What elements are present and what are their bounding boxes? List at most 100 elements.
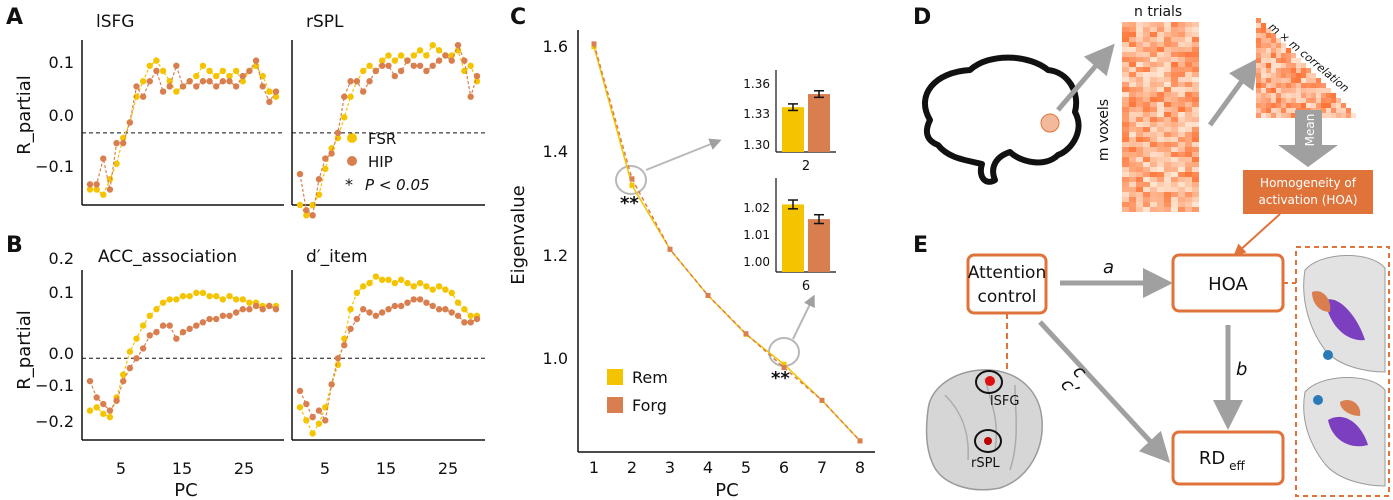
- corr-matrix-cell: [1271, 68, 1276, 73]
- facet-3-point-hip: [423, 299, 430, 306]
- facet-0-point-hip: [266, 98, 273, 106]
- corr-matrix-cell: [1276, 93, 1281, 98]
- trial-matrix-cell: [1192, 147, 1199, 152]
- corr-matrix-cell: [1261, 33, 1266, 38]
- facet-1-point-hip: [315, 176, 323, 183]
- facet-3-point-fsr: [423, 283, 430, 290]
- trial-matrix-cell: [1178, 87, 1185, 92]
- corr-matrix-cell: [1261, 83, 1266, 88]
- inset2-xlabel: 6: [802, 279, 810, 294]
- trial-matrix-cell: [1178, 147, 1185, 152]
- corr-matrix-cell: [1256, 113, 1261, 118]
- corr-matrix-cell: [1271, 103, 1276, 108]
- trial-matrix-cell: [1136, 162, 1143, 167]
- facet-1-point-hip: [296, 170, 304, 178]
- trial-matrix-cell: [1143, 122, 1150, 127]
- facet-3-point-fsr: [353, 289, 361, 297]
- corr-matrix-cell: [1296, 73, 1301, 78]
- trial-matrix-cell: [1136, 147, 1143, 152]
- facet-1-point-hip: [334, 129, 342, 137]
- facet-3-point-fsr: [391, 279, 399, 287]
- corr-matrix-cell: [1291, 63, 1296, 68]
- corr-matrix-cell: [1301, 78, 1306, 83]
- facet-3-point-hip: [341, 341, 348, 349]
- trial-matrix-cell: [1192, 97, 1199, 102]
- trial-matrix-cell: [1122, 112, 1129, 117]
- corr-matrix-cell: [1301, 68, 1306, 73]
- legend-rem-swatch: [607, 369, 623, 385]
- corr-matrix-cell: [1296, 98, 1301, 103]
- facet-2-point-hip: [266, 302, 273, 310]
- trial-matrix-cell: [1129, 57, 1136, 62]
- trial-matrix-cell: [1157, 182, 1164, 187]
- trial-matrix-cell: [1129, 207, 1136, 212]
- trial-matrix-cell: [1157, 37, 1164, 42]
- trial-matrix-cell: [1157, 47, 1164, 52]
- facet-2-point-hip: [179, 328, 187, 336]
- facet-2-point-fsr: [219, 296, 227, 303]
- blue-cluster-lower: [1313, 395, 1323, 405]
- corr-matrix-cell: [1291, 83, 1296, 88]
- trial-matrix-cell: [1185, 52, 1192, 57]
- inset1-xlabel: 2: [802, 159, 810, 174]
- trial-matrix-cell: [1143, 32, 1150, 37]
- trial-matrix-cell: [1122, 137, 1129, 142]
- facet-1-point-hip: [385, 62, 392, 69]
- facet-3-point-hip: [404, 299, 411, 306]
- trial-matrix-cell: [1171, 22, 1178, 27]
- trial-matrix-cell: [1136, 192, 1143, 197]
- facet-1-point-hip: [423, 67, 430, 75]
- trial-matrix-cell: [1192, 57, 1199, 62]
- c-point-forg: [705, 292, 711, 298]
- trial-matrix-cell: [1185, 207, 1192, 212]
- trial-matrix-cell: [1136, 207, 1143, 212]
- inset2-bar-forg: [808, 219, 830, 272]
- trial-matrix-cell: [1122, 47, 1129, 52]
- trial-matrix-cell: [1143, 87, 1150, 92]
- trial-matrix-cell: [1178, 112, 1185, 117]
- corr-matrix-cell: [1281, 98, 1286, 103]
- facet-0-point-fsr: [153, 57, 160, 64]
- facet-3-point-hip: [315, 407, 323, 414]
- facet-1-point-hip: [347, 78, 354, 85]
- facet-2-point-hip: [153, 328, 160, 336]
- trial-matrix-cell: [1185, 62, 1192, 67]
- trial-matrix-cell: [1171, 207, 1178, 212]
- facet-0-point-hip: [159, 88, 167, 95]
- facet-0-point-fsr: [100, 191, 107, 198]
- corr-matrix-cell: [1346, 113, 1351, 118]
- corr-matrix-cell: [1276, 103, 1281, 108]
- trial-matrix-cell: [1164, 202, 1171, 207]
- facet-0-point-fsr: [93, 186, 100, 193]
- facet-3-point-fsr: [410, 283, 417, 290]
- facet-3-point-fsr: [435, 283, 443, 290]
- trial-matrix-cell: [1150, 187, 1157, 192]
- trial-matrix-cell: [1185, 172, 1192, 177]
- facet-3-point-fsr: [378, 276, 386, 284]
- trial-matrix-cell: [1164, 152, 1171, 157]
- lsfg-region-label: lSFG: [990, 394, 1019, 409]
- trial-matrix-cell: [1150, 192, 1157, 197]
- c-point-rem: [781, 361, 787, 367]
- facet-2-point-hip: [239, 306, 246, 313]
- facet-0-line-hip: [90, 59, 277, 190]
- facet-2-point-hip: [159, 322, 167, 329]
- corr-matrix-cell: [1291, 88, 1296, 93]
- facet-2-point-hip: [259, 306, 266, 313]
- facet-0-point-hip: [272, 88, 280, 95]
- corr-matrix-cell: [1276, 113, 1281, 118]
- facet-3-point-fsr: [303, 417, 310, 424]
- corr-matrix-cell: [1266, 103, 1271, 108]
- corr-matrix-cell: [1281, 83, 1286, 88]
- legend-forg-label: Forg: [632, 396, 667, 415]
- trial-matrix-cell: [1122, 77, 1129, 82]
- trial-matrix-cell: [1136, 67, 1143, 72]
- trial-matrix-cell: [1185, 112, 1192, 117]
- panel-ab-plot-area: [81, 40, 485, 441]
- inset1-ytick-130: 1.30: [743, 138, 770, 152]
- facet-3-point-fsr: [454, 299, 462, 306]
- trial-matrix-cell: [1122, 42, 1129, 47]
- trial-matrix-cell: [1136, 37, 1143, 42]
- trial-matrix-cell: [1164, 77, 1171, 82]
- facet-2-point-hip: [226, 312, 233, 319]
